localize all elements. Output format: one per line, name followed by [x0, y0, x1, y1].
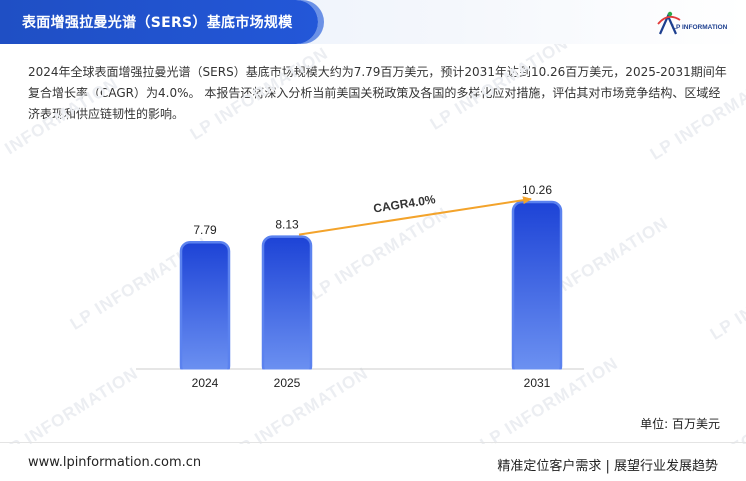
bar-2024: [179, 240, 231, 377]
cagr-annotation: CAGR4.0%: [372, 192, 436, 215]
title-banner: 表面增强拉曼光谱（SERS）基底市场规模: [0, 0, 318, 44]
bar-base-mask-2031: [510, 369, 564, 380]
intro-paragraph: 2024年全球表面增强拉曼光谱（SERS）基底市场规模大约为7.79百万美元，预…: [28, 65, 727, 121]
lp-information-logo-icon: [657, 11, 681, 35]
x-tick-label-2031: 2031: [524, 376, 551, 390]
cagr-arrow: [298, 196, 532, 236]
bar-base-mask-2024: [178, 369, 232, 380]
value-label-2031: 10.26: [522, 183, 552, 197]
footer-url[interactable]: www.lpinformation.com.cn: [28, 455, 202, 470]
x-tick-label-2024: 2024: [192, 376, 219, 390]
bar-2025: [261, 235, 313, 377]
footer-tagline: 精准定位客户需求 | 展望行业发展趋势: [497, 459, 718, 474]
bar-base-mask-2025: [260, 369, 314, 380]
bar-2031: [511, 200, 563, 377]
value-label-2025: 8.13: [275, 218, 299, 232]
bar-chart: 7.79 2024 8.13 2025 10.26 2031 CAGR4.0%: [136, 183, 584, 390]
footer-divider: [0, 442, 746, 443]
x-tick-label-2025: 2025: [274, 376, 301, 390]
unit-label: 单位: 百万美元: [640, 417, 720, 431]
value-label-2024: 7.79: [193, 223, 217, 237]
page-title: 表面增强拉曼光谱（SERS）基底市场规模: [22, 15, 293, 31]
logo-text: LP INFORMATION: [672, 24, 728, 31]
